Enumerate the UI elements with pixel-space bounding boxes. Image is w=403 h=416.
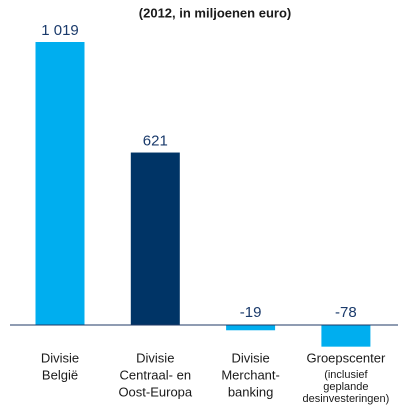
x-tick-label: desinvesteringen)	[302, 393, 389, 405]
x-tick-label: Divisie	[231, 350, 269, 365]
value-label: -78	[335, 304, 357, 321]
chart-subtitle: (2012, in miljoenen euro)	[139, 5, 291, 20]
x-tick-label: Divisie	[136, 350, 174, 365]
x-tick-label: Centraal- en	[120, 367, 192, 382]
x-tick-label: Groepscenter	[307, 350, 386, 365]
x-tick-label: Oost-Europa	[118, 384, 192, 399]
bar	[226, 325, 276, 331]
value-label: 1 019	[41, 22, 79, 39]
value-label: -19	[240, 304, 262, 321]
x-tick-label: Divisie	[41, 350, 79, 365]
bar	[130, 152, 180, 325]
x-tick-label: Merchant-	[221, 367, 280, 382]
x-tick-label: (inclusief	[324, 369, 368, 381]
x-tick-label: geplande	[323, 381, 368, 393]
x-tick-label: banking	[228, 384, 274, 399]
bar	[35, 42, 85, 325]
x-tick-label: België	[42, 367, 78, 382]
value-label: 621	[143, 133, 168, 150]
bar	[321, 325, 371, 347]
